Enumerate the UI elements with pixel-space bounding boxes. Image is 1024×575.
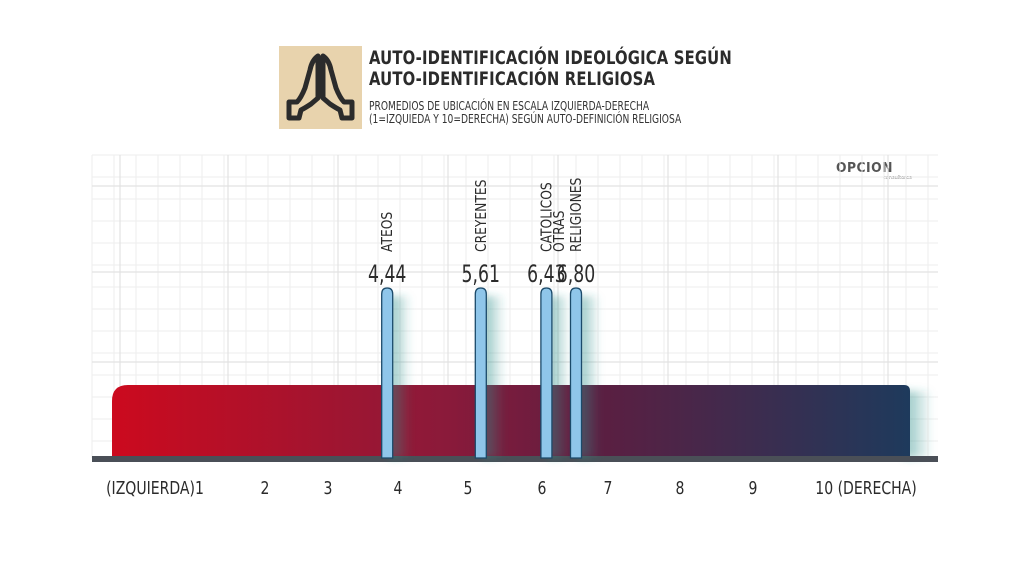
value-label: 5,61 [462, 260, 500, 288]
value-marker [569, 287, 583, 459]
value-label: 4,44 [368, 260, 406, 288]
tick-label: (IZQUIERDA)1 [106, 477, 204, 498]
praying-hands-icon [279, 46, 362, 129]
brand-name: OPCION [836, 161, 893, 176]
value-marker [381, 287, 394, 459]
value-marker [540, 287, 553, 459]
value-marker [474, 287, 487, 459]
chart-header: AUTO-IDENTIFICACIÓN IDEOLÓGICA SEGÚN AUT… [279, 46, 779, 130]
tick-label: 5 [464, 477, 473, 498]
chart-title-line: AUTO-IDENTIFICACIÓN IDEOLÓGICA SEGÚN [369, 47, 732, 69]
brand-tagline: consultores [883, 175, 912, 181]
tick-label: 8 [676, 477, 685, 498]
category-label: OTRAS [551, 211, 568, 252]
chart-title: AUTO-IDENTIFICACIÓN IDEOLÓGICA SEGÚN AUT… [369, 48, 732, 90]
tick-label: 10 (DERECHA) [815, 477, 916, 498]
category-label: CREYENTES [473, 180, 490, 252]
tick-label: 9 [749, 477, 758, 498]
baseline [92, 456, 938, 462]
category-label: CATOLICOS [538, 182, 555, 252]
tick-label: 4 [394, 477, 403, 498]
chart-subtitle: PROMEDIOS DE UBICACIÓN EN ESCALA IZQUIER… [369, 100, 681, 126]
category-label: ATEOS [379, 212, 396, 252]
chart-title-line: AUTO-IDENTIFICACIÓN RELIGIOSA [369, 68, 656, 90]
scale-bar [112, 385, 910, 458]
tick-label: 3 [324, 477, 333, 498]
value-label: 6,43 [527, 260, 565, 288]
chart-subtitle-line: PROMEDIOS DE UBICACIÓN EN ESCALA IZQUIER… [369, 99, 650, 113]
tick-label: 2 [261, 477, 270, 498]
value-label: 6,80 [557, 260, 595, 288]
tick-label: 7 [604, 477, 613, 498]
tick-label: 6 [538, 477, 547, 498]
category-label: RELIGIONES [568, 178, 585, 252]
brand-logo: OPCION consultores [836, 161, 916, 183]
chart-subtitle-line: (1=IZQUIEDA Y 10=DERECHA) SEGÚN AUTO-DEF… [369, 112, 682, 126]
